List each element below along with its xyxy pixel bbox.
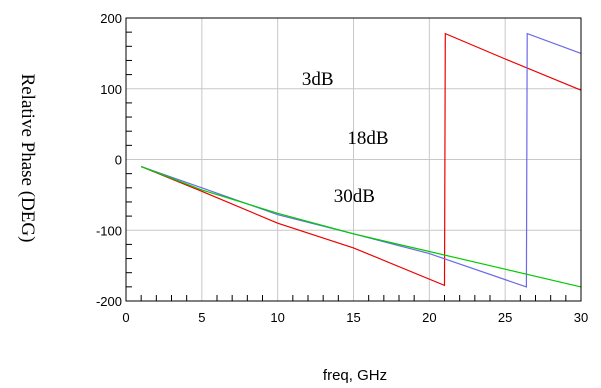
y-tick-label: 200 — [100, 11, 122, 26]
x-tick-labels: 0 5 10 15 20 25 30 — [122, 310, 588, 325]
x-tick-label: 5 — [198, 310, 205, 325]
series-line-1 — [140, 32, 582, 287]
series-layer — [140, 32, 582, 288]
series-line-2 — [141, 32, 582, 288]
x-tick-label: 15 — [346, 310, 360, 325]
minor-ticks — [126, 31, 567, 301]
y-tick-labels: -200 -100 0 100 200 — [96, 11, 122, 309]
plot-frame — [125, 17, 582, 302]
y-tick-label: -200 — [96, 294, 122, 309]
y-tick-label: -100 — [96, 223, 122, 238]
x-axis-title: freq, GHz — [323, 367, 387, 384]
series-line-3 — [140, 166, 582, 288]
y-tick-label: 0 — [115, 153, 122, 168]
y-axis-title: Relative Phase (DEG) — [17, 74, 38, 243]
annotation-label: 18dB — [347, 128, 388, 149]
x-tick-label: 30 — [574, 310, 588, 325]
x-tick-label: 0 — [122, 310, 129, 325]
annotation-label: 30dB — [334, 186, 375, 207]
x-tick-label: 20 — [422, 310, 436, 325]
x-tick-label: 10 — [270, 310, 284, 325]
grid — [125, 17, 582, 302]
annotations: 3dB 18dB 30dB — [302, 69, 389, 207]
y-tick-label: 100 — [100, 82, 122, 97]
x-tick-label: 25 — [498, 310, 512, 325]
annotation-label: 3dB — [302, 69, 334, 90]
